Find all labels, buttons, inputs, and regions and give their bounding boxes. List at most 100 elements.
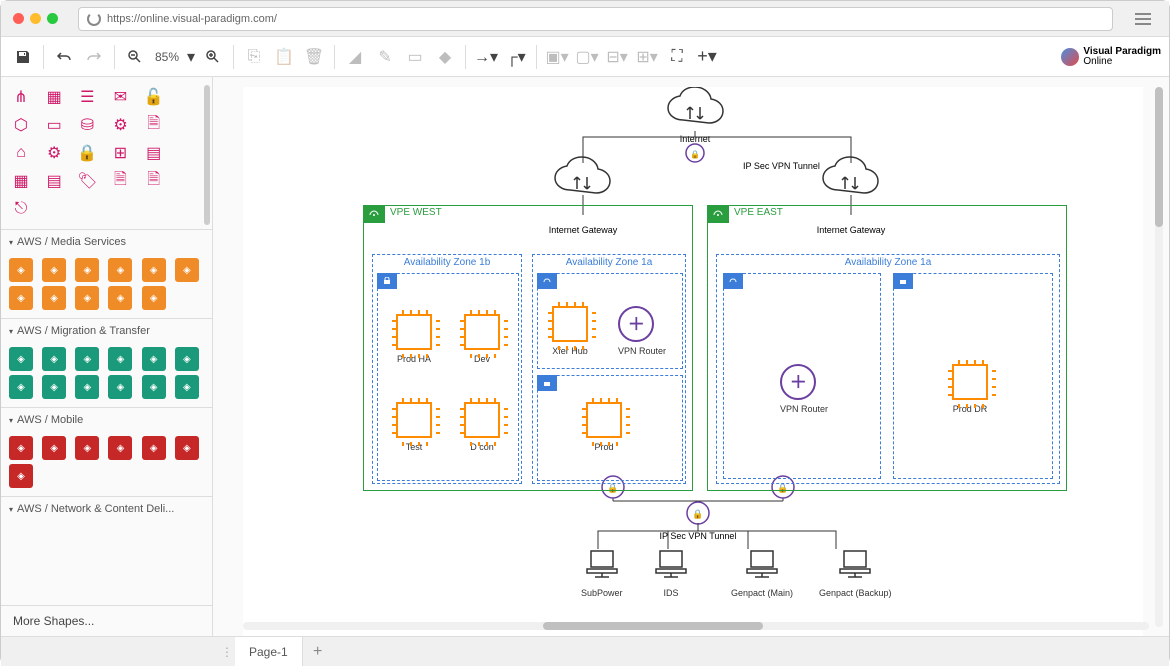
sg-1a-bottom[interactable]: Prod [537, 375, 683, 481]
delete-button[interactable]: 🗑 [300, 43, 328, 71]
style-button[interactable]: ◆ [431, 43, 459, 71]
diagram-node[interactable]: VPN Router [780, 364, 828, 414]
server-node[interactable]: SubPower [581, 549, 623, 598]
shadow-button[interactable]: ▭ [401, 43, 429, 71]
save-button[interactable] [9, 43, 37, 71]
aws-service-icon[interactable]: ◈ [142, 436, 166, 460]
canvas-scrollbar-h[interactable] [243, 622, 1149, 630]
sg-1b[interactable]: Prod HA Dev Test D con [377, 273, 519, 481]
sidebar-scrollbar[interactable] [204, 85, 210, 225]
zoom-out-button[interactable] [121, 43, 149, 71]
vpe-east-box[interactable]: VPE EAST Availability Zone 1a VPN Router… [707, 205, 1067, 491]
aws-service-icon[interactable]: ◈ [42, 286, 66, 310]
back-button[interactable]: ▢▾ [573, 43, 601, 71]
aws-service-icon[interactable]: ◈ [9, 464, 33, 488]
shape-rect-icon[interactable]: ▭ [42, 113, 66, 137]
diagram-node[interactable]: Prod DR [952, 364, 988, 414]
aws-service-icon[interactable]: ◈ [175, 258, 199, 282]
minimize-dot[interactable] [30, 13, 41, 24]
aws-service-icon[interactable]: ◈ [75, 286, 99, 310]
shape-doc-icon[interactable]: 🗎 [142, 113, 166, 137]
vpe-west-box[interactable]: VPE WEST Availability Zone 1b Prod HADev… [363, 205, 693, 491]
diagram-node[interactable]: Dev [464, 314, 500, 364]
more-shapes-link[interactable]: More Shapes... [1, 605, 212, 636]
aws-service-icon[interactable]: ◈ [142, 258, 166, 282]
aws-service-icon[interactable]: ◈ [142, 375, 166, 399]
aws-service-icon[interactable]: ◈ [175, 347, 199, 371]
aws-service-icon[interactable]: ◈ [142, 347, 166, 371]
zoom-percentage[interactable]: 85% [151, 50, 183, 64]
aws-service-icon[interactable]: ◈ [9, 436, 33, 460]
front-button[interactable]: ▣▾ [543, 43, 571, 71]
shape-gear-icon[interactable]: ⚙ [108, 113, 132, 137]
server-node[interactable]: Genpact (Main) [731, 549, 793, 598]
add-page-tab[interactable]: + [303, 637, 333, 666]
distribute-button[interactable]: ⊞▾ [633, 43, 661, 71]
aws-service-icon[interactable]: ◈ [42, 436, 66, 460]
aws-service-icon[interactable]: ◈ [175, 436, 199, 460]
redo-button[interactable] [80, 43, 108, 71]
category-header[interactable]: AWS / Mobile [1, 408, 212, 432]
fill-button[interactable]: ◢ [341, 43, 369, 71]
az-1b-box[interactable]: Availability Zone 1b Prod HADevTestD con [372, 254, 522, 484]
shape-card-icon[interactable]: ▤ [142, 141, 166, 165]
menu-button[interactable] [1129, 7, 1157, 31]
aws-service-icon[interactable]: ◈ [175, 375, 199, 399]
category-header[interactable]: AWS / Migration & Transfer [1, 319, 212, 343]
sg-east-right[interactable]: Prod DR [893, 273, 1053, 479]
aws-service-icon[interactable]: ◈ [108, 347, 132, 371]
aws-service-icon[interactable]: ◈ [75, 375, 99, 399]
shape-list-icon[interactable]: ▤ [42, 169, 66, 193]
canvas[interactable]: Internet 🔒 IP Sec VPN Tunnel Internet Ga… [243, 87, 1143, 636]
aws-service-icon[interactable]: ◈ [42, 258, 66, 282]
aws-service-icon[interactable]: ◈ [75, 436, 99, 460]
aws-service-icon[interactable]: ◈ [42, 347, 66, 371]
aws-service-icon[interactable]: ◈ [75, 258, 99, 282]
diagram-node[interactable]: Prod HA [396, 314, 432, 364]
copy-button[interactable]: ⎘ [240, 43, 268, 71]
aws-service-icon[interactable]: ◈ [9, 258, 33, 282]
category-header[interactable]: AWS / Media Services [1, 230, 212, 254]
shape-house-icon[interactable]: ⌂ [9, 141, 33, 165]
az-1a-east-box[interactable]: Availability Zone 1a VPN Router Prod DR [716, 254, 1060, 484]
diagram-node[interactable]: Xfer Hub [552, 306, 588, 356]
shape-blank4-icon[interactable] [175, 169, 199, 193]
canvas-area[interactable]: Internet 🔒 IP Sec VPN Tunnel Internet Ga… [213, 77, 1169, 636]
maximize-dot[interactable] [47, 13, 58, 24]
waypoint-button[interactable]: ┌▾ [502, 43, 530, 71]
url-bar[interactable]: https://online.visual-paradigm.com/ [78, 7, 1113, 31]
fit-button[interactable]: ⛶ [663, 43, 691, 71]
stroke-button[interactable]: ✎ [371, 43, 399, 71]
paste-button[interactable]: 📋 [270, 43, 298, 71]
shape-hex-icon[interactable]: ⬡ [9, 113, 33, 137]
az-1a-west-box[interactable]: Availability Zone 1a Xfer HubVPN Router … [532, 254, 686, 484]
align-button[interactable]: ⊟▾ [603, 43, 631, 71]
undo-button[interactable] [50, 43, 78, 71]
aws-service-icon[interactable]: ◈ [108, 436, 132, 460]
shape-lock-icon[interactable]: 🔒 [75, 141, 99, 165]
shape-blank2-icon[interactable] [175, 113, 199, 137]
add-button[interactable]: +▾ [693, 43, 721, 71]
zoom-dropdown[interactable]: ▾ [185, 43, 197, 71]
aws-service-icon[interactable]: ◈ [142, 286, 166, 310]
shape-rows-icon[interactable]: ☰ [75, 85, 99, 109]
shape-blank3-icon[interactable] [175, 141, 199, 165]
diagram-node[interactable]: D con [464, 402, 500, 452]
server-node[interactable]: IDS [654, 549, 688, 598]
server-node[interactable]: Genpact (Backup) [819, 549, 892, 598]
shape-unlock-icon[interactable]: 🔓 [142, 85, 166, 109]
aws-service-icon[interactable]: ◈ [108, 375, 132, 399]
aws-service-icon[interactable]: ◈ [42, 375, 66, 399]
category-header[interactable]: AWS / Network & Content Deli... [1, 497, 212, 521]
diagram-node[interactable]: Test [396, 402, 432, 452]
shape-tag-icon[interactable]: 🏷 [75, 169, 99, 193]
aws-service-icon[interactable]: ◈ [9, 375, 33, 399]
shape-doc3-icon[interactable]: 🗎 [142, 169, 166, 193]
shape-grid-icon[interactable]: ▦ [42, 85, 66, 109]
aws-service-icon[interactable]: ◈ [108, 258, 132, 282]
aws-service-icon[interactable]: ◈ [108, 286, 132, 310]
reload-icon[interactable] [87, 12, 101, 26]
close-dot[interactable] [13, 13, 24, 24]
shape-blank1-icon[interactable] [175, 85, 199, 109]
aws-service-icon[interactable]: ◈ [9, 347, 33, 371]
